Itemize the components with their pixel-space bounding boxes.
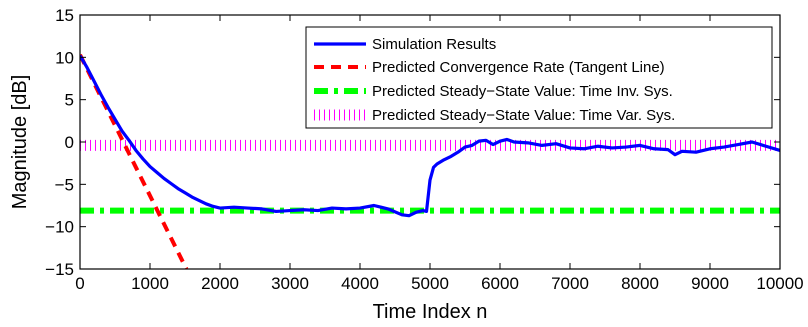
x-tick-label: 2000 xyxy=(201,274,239,293)
legend-label-2: Predicted Convergence Rate (Tangent Line… xyxy=(372,59,665,76)
y-tick-label: −15 xyxy=(45,260,74,279)
legend-label-1: Simulation Results xyxy=(372,36,496,53)
x-tick-label: 10000 xyxy=(756,274,803,293)
y-tick-label: 5 xyxy=(65,91,74,110)
y-tick-label: 10 xyxy=(55,48,74,67)
x-tick-label: 4000 xyxy=(341,274,379,293)
y-tick-label: −10 xyxy=(45,218,74,237)
legend-box xyxy=(305,26,773,129)
y-axis-label: Magnitude [dB] xyxy=(9,75,31,210)
y-tick-label: −5 xyxy=(55,175,74,194)
x-tick-label: 0 xyxy=(75,274,84,293)
x-tick-label: 7000 xyxy=(551,274,589,293)
series-line-1 xyxy=(80,54,780,218)
x-tick-label: 1000 xyxy=(131,274,169,293)
x-tick-label: 3000 xyxy=(271,274,309,293)
series-layer xyxy=(80,53,780,269)
x-tick-label: 9000 xyxy=(691,274,729,293)
y-tick-label: 15 xyxy=(55,6,74,25)
legend-label-4: Predicted Steady−State Value: Time Var. … xyxy=(372,107,675,124)
x-tick-label: 8000 xyxy=(621,274,659,293)
y-tick-label: 0 xyxy=(65,133,74,152)
x-tick-label: 6000 xyxy=(481,274,519,293)
legend-label-3: Predicted Steady−State Value: Time Inv. … xyxy=(372,83,673,100)
tick-layer: 0 1000 2000 3000 4000 5000 6000 7000 8000 9000 100… xyxy=(45,6,803,293)
x-axis-label: Time Index n xyxy=(373,301,488,323)
legend: Simulation Results Predicted Convergence … xyxy=(305,26,773,129)
x-tick-label: 5000 xyxy=(411,274,449,293)
